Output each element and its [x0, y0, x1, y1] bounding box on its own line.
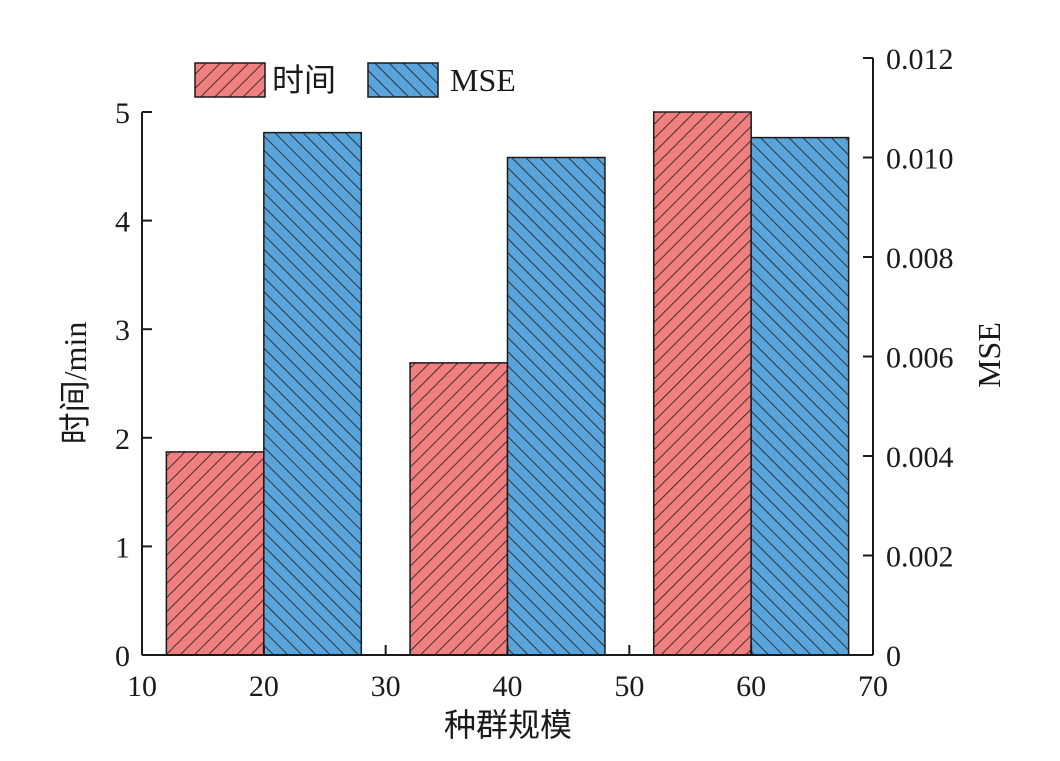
left-y-tick-label-3: 3 [115, 314, 130, 347]
x-tick-label-60: 60 [736, 670, 766, 703]
left-y-ticks-group: 0 1 2 3 4 5 [115, 97, 152, 673]
x-tick-label-10: 10 [127, 670, 157, 703]
legend-swatch-time [194, 62, 266, 98]
left-y-tick-label-0: 0 [115, 640, 130, 673]
x-tick-label-40: 40 [493, 670, 523, 703]
x-tick-label-70: 70 [858, 670, 888, 703]
right-y-tick-label-0.012: 0.012 [886, 43, 954, 76]
x-tick-label-30: 30 [371, 670, 401, 703]
x-axis-title: 种群规模 [444, 707, 572, 743]
bar-time-20 [165, 451, 265, 656]
left-y-tick-label-2: 2 [115, 423, 130, 456]
right-y-tick-label-0.002: 0.002 [886, 541, 954, 574]
right-y-tick-label-0.004: 0.004 [886, 441, 954, 474]
x-ticks-group: 10 20 30 40 50 60 70 [127, 645, 888, 703]
left-y-tick-label-5: 5 [115, 97, 130, 130]
bar-time-40 [409, 362, 509, 656]
legend: 时间 MSE [194, 62, 516, 98]
right-y-tick-label-0.008: 0.008 [886, 242, 954, 275]
bars-group [165, 111, 850, 656]
right-y-tick-label-0.010: 0.010 [886, 143, 954, 176]
left-y-axis-title: 时间/min [57, 322, 93, 445]
legend-label-time: 时间 [272, 62, 336, 98]
bar-time-60 [652, 111, 752, 656]
right-y-tick-label-0: 0 [886, 640, 901, 673]
legend-label-mse: MSE [450, 62, 516, 98]
right-y-axis-title: MSE [971, 322, 1007, 388]
bar-mse-60 [750, 136, 850, 656]
x-tick-label-50: 50 [614, 670, 644, 703]
bar-mse-20 [263, 131, 363, 656]
left-y-tick-label-4: 4 [115, 206, 130, 239]
legend-swatch-mse [367, 62, 439, 98]
bar-mse-40 [506, 156, 606, 656]
right-y-tick-label-0.006: 0.006 [886, 342, 954, 375]
left-y-tick-label-1: 1 [115, 531, 130, 564]
right-y-ticks-group: 0 0.002 0.004 0.006 0.008 0.010 0.012 [863, 43, 954, 673]
x-tick-label-20: 20 [249, 670, 279, 703]
